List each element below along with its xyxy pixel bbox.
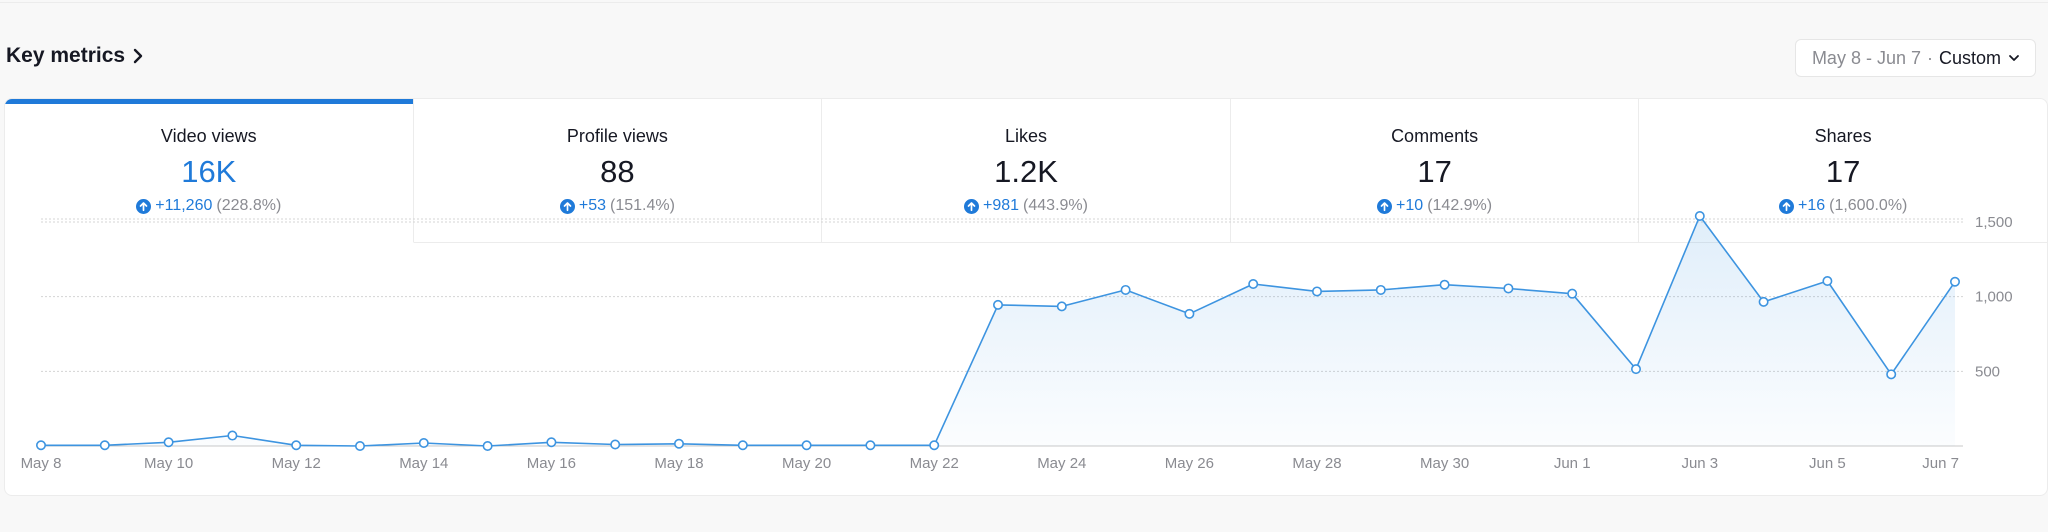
data-point[interactable]	[1950, 276, 1961, 287]
x-tick-label: May 30	[1420, 455, 1469, 472]
data-point[interactable]	[35, 440, 46, 451]
arrow-up-circle-icon	[559, 198, 575, 214]
key-metrics-header[interactable]: Key metrics	[6, 44, 145, 68]
delta-percent: (151.4%)	[610, 197, 675, 214]
date-range-text: May 8 - Jun 7	[1811, 47, 1921, 68]
data-point[interactable]	[929, 440, 940, 451]
data-point[interactable]	[227, 430, 238, 441]
tab-label: Likes	[1004, 126, 1047, 146]
data-point[interactable]	[1694, 211, 1705, 222]
date-range-picker[interactable]: May 8 - Jun 7 · Custom	[1794, 39, 2036, 77]
chevron-right-icon	[133, 48, 143, 64]
data-point[interactable]	[801, 440, 812, 451]
x-tick-label: May 20	[782, 455, 831, 472]
delta-percent: (228.8%)	[216, 197, 282, 214]
tab-delta: +16 (1,600.0%)	[1639, 197, 2047, 215]
tab-delta: +10 (142.9%)	[1231, 197, 1639, 215]
data-point[interactable]	[1503, 283, 1514, 294]
x-tick-label: May 28	[1292, 455, 1341, 472]
data-point[interactable]	[865, 440, 876, 451]
tab-video-views[interactable]: Video views 16K +11,260 (228.8%)	[5, 99, 414, 243]
delta-percent: (142.9%)	[1427, 197, 1493, 214]
data-point[interactable]	[1056, 301, 1067, 312]
tab-delta: +11,260 (228.8%)	[5, 197, 413, 215]
x-tick-label: May 24	[1037, 455, 1086, 472]
tab-shares[interactable]: Shares 17 +16 (1,600.0%)	[1639, 99, 2047, 243]
tab-value: 16K	[181, 154, 237, 189]
x-tick-label: May 18	[654, 455, 703, 472]
delta-absolute: +53	[578, 197, 606, 214]
data-point[interactable]	[354, 440, 365, 451]
video-views-chart: 500 1,000 1,500 May 8 May 10 May 12 May 14 May …	[21, 211, 2013, 472]
tab-value: 88	[600, 154, 635, 189]
data-point[interactable]	[1312, 286, 1323, 297]
data-point[interactable]	[1567, 288, 1578, 299]
tab-value: 17	[1825, 154, 1861, 189]
x-tick-label: Jun 5	[1809, 455, 1846, 472]
data-point[interactable]	[1248, 278, 1259, 289]
data-point[interactable]	[1439, 279, 1450, 290]
delta-absolute: +981	[983, 197, 1020, 214]
chevron-down-icon	[2009, 55, 2019, 61]
delta-absolute: +16	[1797, 197, 1826, 214]
data-point[interactable]	[418, 438, 429, 449]
data-point[interactable]	[1822, 275, 1833, 286]
date-mode-text: Custom	[1938, 47, 2001, 68]
arrow-up-circle-icon	[964, 198, 979, 214]
x-tick-label: May 22	[910, 455, 959, 472]
delta-percent: (443.9%)	[1023, 197, 1088, 214]
x-tick-label: May 16	[527, 455, 576, 472]
y-tick-label: 1,000	[1975, 289, 2013, 306]
y-tick-label: 1,500	[1975, 214, 2013, 231]
y-tick-label: 500	[1975, 363, 2000, 380]
data-point[interactable]	[1184, 308, 1195, 319]
area-fill	[41, 216, 1955, 446]
tab-likes[interactable]: Likes 1.2K +981 (443.9%)	[822, 99, 1231, 243]
tab-label: Shares	[1814, 126, 1872, 146]
tab-label: Comments	[1391, 126, 1479, 146]
x-tick-label: May 8	[21, 455, 62, 472]
tab-value: 17	[1417, 154, 1452, 189]
tab-label: Profile views	[566, 126, 668, 146]
data-point[interactable]	[1120, 284, 1131, 295]
data-point[interactable]	[992, 299, 1003, 310]
x-tick-label: May 12	[272, 455, 321, 472]
delta-absolute: +10	[1396, 197, 1424, 214]
x-tick-label: May 10	[144, 455, 193, 472]
tab-value: 1.2K	[994, 154, 1058, 189]
date-separator: ·	[1926, 47, 1933, 68]
data-point[interactable]	[1886, 369, 1897, 380]
x-tick-label: May 14	[399, 455, 448, 472]
x-tick-label: Jun 7	[1922, 455, 1959, 472]
metrics-card: Video views 16K +11,260 (228.8%) Profile…	[4, 98, 2048, 496]
tab-comments[interactable]: Comments 17 +10 (142.9%)	[1230, 99, 1640, 243]
tab-profile-views[interactable]: Profile views 88 +53 (151.4%)	[413, 99, 823, 243]
data-point[interactable]	[610, 439, 621, 450]
x-tick-label: Jun 3	[1681, 455, 1718, 472]
arrow-up-circle-icon	[136, 198, 152, 214]
x-tick-label: May 26	[1165, 455, 1214, 472]
data-point[interactable]	[1758, 296, 1769, 307]
tab-label: Video views	[160, 126, 257, 146]
data-point[interactable]	[482, 440, 493, 451]
delta-percent: (1,600.0%)	[1829, 197, 1908, 214]
data-point[interactable]	[291, 440, 302, 451]
data-point[interactable]	[546, 437, 557, 448]
section-title: Key metrics	[6, 44, 126, 67]
data-point[interactable]	[673, 438, 684, 449]
arrow-up-circle-icon	[1377, 198, 1393, 214]
x-tick-label: Jun 1	[1554, 455, 1591, 472]
delta-absolute: +11,260	[155, 197, 213, 214]
metric-tabs: Video views 16K +11,260 (228.8%) Profile…	[5, 99, 2047, 243]
data-point[interactable]	[1375, 284, 1386, 295]
top-divider	[0, 2, 2048, 3]
arrow-up-circle-icon	[1778, 198, 1794, 214]
data-point[interactable]	[737, 440, 748, 451]
data-point[interactable]	[99, 440, 110, 451]
tab-delta: +981 (443.9%)	[822, 197, 1230, 215]
data-point[interactable]	[163, 437, 174, 448]
data-point[interactable]	[1631, 364, 1642, 375]
tab-delta: +53 (151.4%)	[414, 197, 822, 215]
